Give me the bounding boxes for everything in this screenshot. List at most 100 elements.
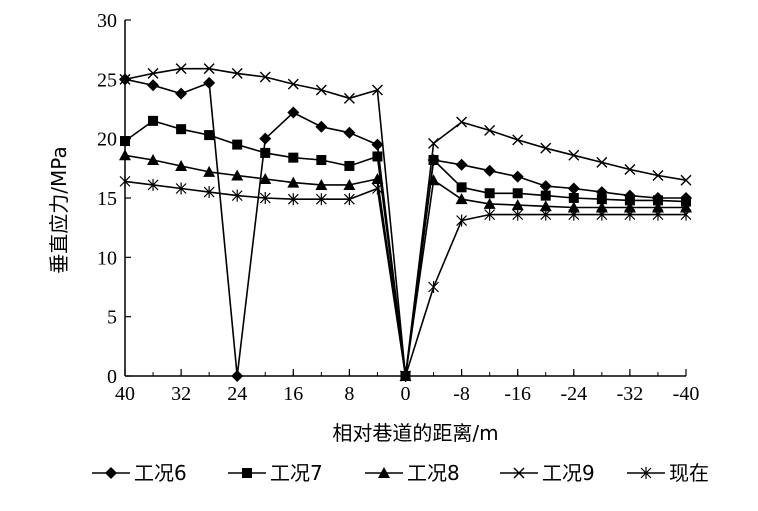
data-point-series-3	[119, 149, 131, 161]
data-point-series-2	[596, 194, 607, 205]
data-point-series-3	[651, 201, 664, 213]
data-point-series-4	[315, 84, 327, 96]
data-point-series-1	[455, 158, 468, 171]
x-tick-label: 8	[344, 383, 354, 405]
data-point-series-4	[371, 84, 383, 96]
data-point-series-5	[512, 208, 524, 221]
data-point-series-4	[568, 149, 580, 161]
data-point-series-5	[428, 281, 439, 293]
x-tick-label: 24	[227, 383, 247, 405]
data-point-series-3	[623, 201, 636, 213]
y-tick-label: 30	[97, 10, 117, 32]
data-point-series-3	[259, 173, 272, 185]
data-point-series-3	[455, 193, 468, 205]
data-point-series-5	[203, 186, 215, 199]
legend-label-1: 工况6	[134, 461, 187, 485]
data-point-series-1	[315, 120, 328, 133]
data-point-series-2	[232, 139, 243, 150]
data-point-series-5	[624, 208, 636, 221]
data-point-series-4	[428, 137, 440, 149]
data-point-series-5	[231, 189, 243, 202]
data-point-series-4	[343, 92, 355, 104]
data-point-series-4	[540, 142, 552, 154]
series-line-2	[124, 120, 687, 377]
data-point-series-4	[203, 63, 215, 75]
data-point-series-5	[484, 208, 496, 221]
data-point-series-4	[484, 124, 496, 136]
data-point-series-3	[595, 201, 608, 213]
data-point-series-3	[371, 173, 384, 185]
data-point-series-3	[427, 174, 440, 186]
data-point-series-3	[511, 199, 524, 211]
data-point-series-5	[400, 370, 411, 382]
data-point-series-5	[343, 193, 355, 206]
data-point-series-1	[371, 138, 384, 151]
data-point-series-4	[596, 156, 608, 168]
series-line-1	[124, 78, 686, 377]
data-point-series-2	[372, 151, 383, 162]
data-point-series-1	[231, 370, 244, 382]
x-tick-label: -40	[673, 383, 700, 405]
data-point-series-2	[260, 147, 271, 158]
data-point-series-5	[175, 182, 187, 195]
y-tick-label: 10	[97, 247, 117, 269]
data-point-series-5	[568, 208, 580, 221]
data-point-series-2	[568, 193, 579, 203]
x-tick-label: 0	[401, 383, 411, 405]
data-point-series-3	[147, 154, 160, 166]
data-point-series-1	[343, 126, 356, 139]
data-point-series-5	[596, 208, 608, 221]
x-tick-label: -16	[504, 383, 531, 405]
data-point-series-3	[483, 197, 496, 209]
data-point-series-4	[287, 78, 299, 90]
data-point-series-3	[315, 178, 328, 190]
x-axis-title: 相对巷道的距离/m	[332, 421, 498, 445]
legend-marker-2	[242, 468, 252, 478]
data-point-series-2	[176, 124, 187, 135]
data-point-series-5	[315, 193, 327, 206]
data-point-series-4	[259, 71, 271, 83]
x-tick-label: 16	[283, 383, 303, 405]
data-point-series-2	[540, 190, 551, 201]
data-point-series-5	[540, 208, 552, 221]
data-point-series-5	[259, 192, 271, 204]
legend-label-2: 工况7	[270, 461, 323, 485]
data-point-series-2	[204, 130, 215, 141]
y-axis-title: 垂直应力/MPa	[47, 146, 71, 273]
x-tick-label: -24	[560, 383, 587, 405]
data-point-series-4	[652, 169, 664, 181]
data-point-series-2	[344, 160, 355, 171]
y-tick-label: 5	[107, 307, 117, 329]
data-point-series-1	[483, 164, 496, 177]
y-tick-label: 0	[107, 366, 117, 388]
data-point-series-2	[316, 155, 327, 166]
data-point-series-3	[175, 159, 188, 171]
data-point-series-2	[456, 182, 467, 193]
data-point-series-3	[231, 169, 244, 181]
x-tick-label: 40	[115, 383, 135, 405]
data-point-series-1	[567, 182, 580, 195]
data-point-series-2	[484, 188, 495, 199]
series-line-4	[124, 67, 687, 377]
data-point-series-4	[231, 67, 243, 79]
data-point-series-3	[287, 176, 300, 188]
data-point-series-3	[203, 165, 216, 177]
x-tick-label: -32	[617, 383, 644, 405]
data-point-series-2	[288, 152, 299, 163]
data-point-series-4	[147, 67, 159, 79]
data-point-series-2	[428, 155, 439, 166]
y-tick-label: 15	[97, 188, 117, 210]
data-point-series-2	[652, 195, 663, 206]
data-point-series-1	[539, 180, 552, 193]
data-point-series-2	[120, 136, 130, 147]
data-point-series-4	[175, 63, 187, 75]
data-point-series-5	[652, 208, 664, 221]
data-point-series-1	[203, 76, 216, 89]
data-point-series-4	[119, 73, 131, 85]
data-point-series-1	[147, 79, 160, 92]
y-tick-label: 20	[97, 129, 117, 151]
y-tick-label: 25	[97, 69, 117, 91]
x-tick-label: -8	[453, 383, 470, 405]
